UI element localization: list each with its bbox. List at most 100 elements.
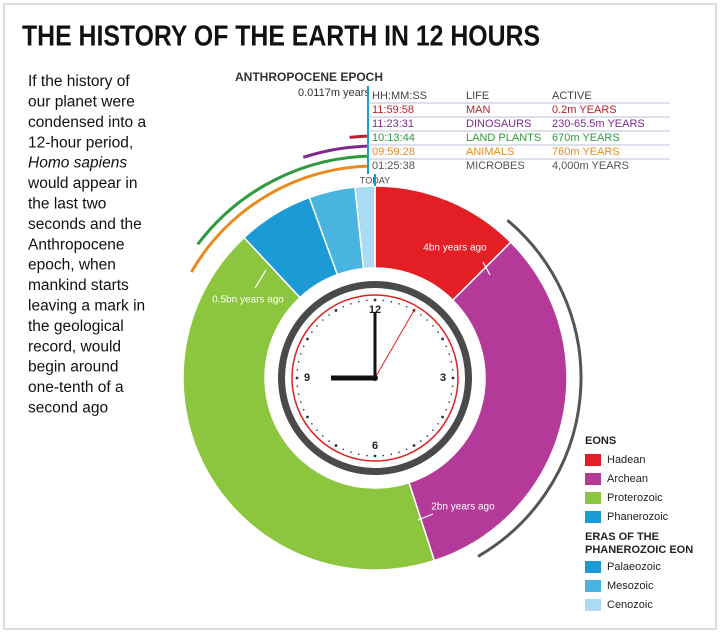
- clock-number: 6: [372, 440, 378, 452]
- legend-label: Mesozoic: [607, 580, 654, 592]
- clock-tick: [451, 376, 455, 380]
- span-arc: [477, 219, 583, 558]
- table-cell: 0.2m YEARS: [552, 104, 617, 116]
- clock-tick: [437, 423, 439, 425]
- clock-tick: [322, 435, 324, 437]
- legend-label: Cenozoic: [607, 599, 653, 611]
- legend-swatch: [585, 454, 601, 466]
- clock-tick: [420, 440, 422, 442]
- clock-tick: [382, 454, 384, 457]
- annotation-arrow: [482, 261, 491, 276]
- clock-number: 9: [304, 372, 310, 384]
- clock-tick: [445, 345, 448, 348]
- clock-tick: [306, 337, 309, 341]
- intro-line: If the history of: [28, 73, 130, 90]
- clock-tick: [366, 454, 368, 457]
- intro-line: Anthropocene: [28, 236, 125, 253]
- intro-line: epoch, when: [28, 257, 116, 274]
- annotation-arrow: [254, 269, 267, 289]
- clock-tick: [373, 454, 377, 458]
- legend-title: ERAS OF THE: [585, 531, 659, 543]
- table-header: ACTIVE: [552, 90, 592, 102]
- clock-tick: [412, 444, 416, 447]
- clock-tick: [306, 415, 309, 419]
- table-cell: 760m YEARS: [552, 146, 620, 158]
- intro-line: mankind starts: [28, 277, 129, 294]
- legend-swatch: [585, 599, 601, 611]
- legend-swatch: [585, 561, 601, 573]
- clock-tick: [357, 453, 360, 456]
- clock-tick: [450, 393, 453, 396]
- intro-line: the last two: [28, 195, 106, 212]
- clock-tick: [302, 408, 305, 411]
- clock-tick: [398, 451, 400, 453]
- clock-number: 3: [440, 372, 446, 384]
- clock-tick: [426, 319, 428, 321]
- eon-wedge: [182, 236, 436, 571]
- clock-tick: [426, 435, 428, 437]
- clock-tick: [342, 448, 345, 451]
- clock-tick: [390, 300, 393, 303]
- clock-tick: [322, 319, 324, 321]
- clock-tick: [328, 314, 330, 316]
- intro-line: leaving a mark in: [28, 297, 145, 314]
- epoch-name: ANTHROPOCENE EPOCH: [235, 70, 383, 84]
- legend-swatch: [585, 580, 601, 592]
- legend-title: EONS: [585, 435, 616, 447]
- clock-tick: [297, 393, 300, 396]
- legend-title: PHANEROZOIC EON: [585, 544, 693, 556]
- intro-line: would appear in: [27, 175, 137, 192]
- intro-line: our planet were: [28, 93, 135, 110]
- clock-tick: [296, 385, 299, 387]
- clock-tick: [316, 325, 318, 327]
- table-cell: 10:13:44: [372, 132, 415, 144]
- clock-tick: [334, 444, 338, 447]
- annotation-arrow: [417, 513, 434, 521]
- table-header: LIFE: [466, 90, 489, 102]
- table-cell: 01:25:38: [372, 160, 415, 172]
- table-header: HH:MM:SS: [372, 90, 427, 102]
- clock-tick: [373, 298, 377, 302]
- intro-line: 12-hour period,: [28, 134, 133, 151]
- clock-tick: [302, 345, 305, 348]
- legend-label: Archean: [607, 473, 648, 485]
- life-arc: [190, 164, 374, 273]
- life-arc: [196, 154, 374, 246]
- clock-tick: [342, 305, 345, 308]
- epoch-duration: 0.0117m years: [298, 87, 370, 99]
- legend-label: Palaeozoic: [607, 561, 661, 573]
- table-cell: MAN: [466, 104, 491, 116]
- clock-tick: [311, 331, 313, 333]
- clock-tick: [450, 360, 453, 363]
- clock-tick: [300, 401, 302, 403]
- legend-label: Hadean: [607, 454, 646, 466]
- table-cell: 230-65.5m YEARS: [552, 118, 645, 130]
- table-cell: MICROBES: [466, 160, 525, 172]
- intro-line: seconds and the: [28, 216, 142, 233]
- clock-tick: [296, 369, 299, 371]
- intro-line: condensed into a: [28, 114, 146, 131]
- clock-tick: [311, 423, 313, 425]
- clock-tick: [432, 429, 434, 431]
- clock-ring: [291, 294, 459, 462]
- table-cell: DINOSAURS: [466, 118, 531, 130]
- clock-number: 12: [369, 304, 381, 316]
- clock-tick: [334, 309, 338, 312]
- legend-swatch: [585, 511, 601, 523]
- clock-tick: [350, 303, 352, 305]
- clock-tick: [445, 408, 448, 411]
- clock-tick: [441, 337, 444, 341]
- legend-label: Proterozoic: [607, 492, 663, 504]
- annotation: 4bn years ago: [423, 243, 487, 254]
- clock-tick: [382, 299, 384, 302]
- eon-wedge: [408, 241, 568, 562]
- intro-line: begin around: [28, 359, 119, 376]
- intro-line: the geological: [28, 318, 124, 335]
- clock-tick: [451, 369, 454, 371]
- table-cell: LAND PLANTS: [466, 132, 541, 144]
- clock-tick: [448, 401, 450, 403]
- clock-tick: [441, 415, 444, 419]
- clock-tick: [297, 360, 300, 363]
- table-cell: 11:59:58: [372, 104, 414, 116]
